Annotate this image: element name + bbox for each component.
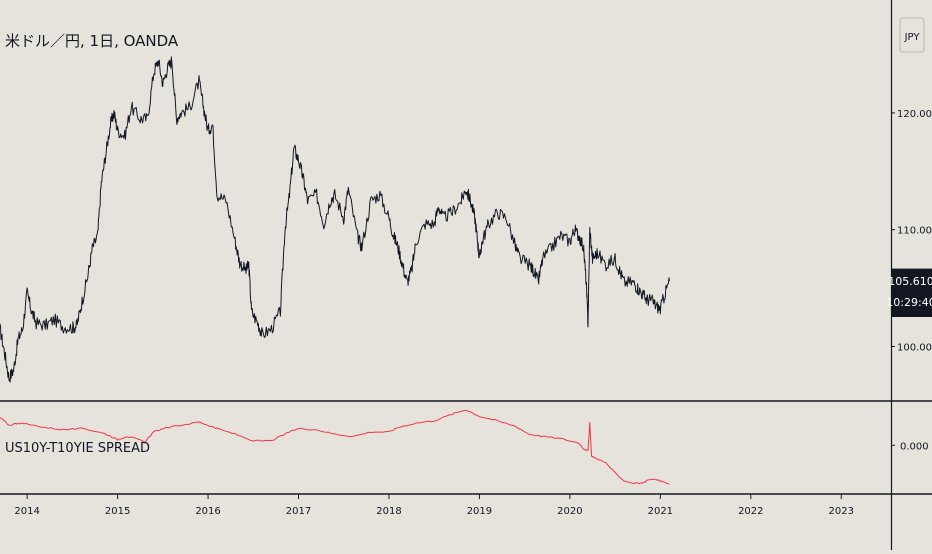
spread-line — [0, 409, 670, 485]
time-tick-label: 2020 — [557, 506, 582, 517]
time-tick-label: 2014 — [14, 506, 39, 517]
last-price-label: 105.610 — [888, 275, 932, 288]
price-scale[interactable]: 100.000 110.000 120.000 — [891, 109, 932, 354]
time-tick-label: 2018 — [376, 506, 401, 517]
price-tick-label: 120.000 — [897, 109, 932, 120]
countdown-label: 10:29:40 — [886, 296, 932, 309]
price-series-group — [0, 56, 670, 383]
usdjpy-price-line — [0, 56, 670, 383]
countdown-badge: 10:29:40 — [886, 287, 932, 317]
time-tick-label: 2023 — [829, 506, 854, 517]
time-tick-label: 2017 — [286, 506, 311, 517]
time-tick-label: 2022 — [738, 506, 763, 517]
time-tick-label: 2015 — [105, 506, 130, 517]
price-tick-label: 100.000 — [897, 342, 932, 353]
currency-button[interactable]: JPY — [899, 17, 925, 53]
indicator-title: US10Y-T10YIE SPREAD — [5, 441, 150, 456]
price-tick-label: 110.000 — [897, 226, 932, 237]
time-tick-label: 2016 — [195, 506, 220, 517]
currency-button-label: JPY — [904, 32, 921, 43]
spread-scale[interactable]: 0.000 — [891, 441, 929, 452]
time-tick-label: 2019 — [467, 506, 492, 517]
main-chart-title: 米ドル／円, 1日, OANDA — [5, 32, 179, 50]
spread-tick-label: 0.000 — [900, 441, 929, 452]
time-tick-label: 2021 — [648, 506, 673, 517]
time-scale[interactable]: 2014 2015 2016 2017 2018 2019 2020 2021 2022 2023 — [14, 494, 854, 517]
spread-series-group — [0, 409, 670, 485]
